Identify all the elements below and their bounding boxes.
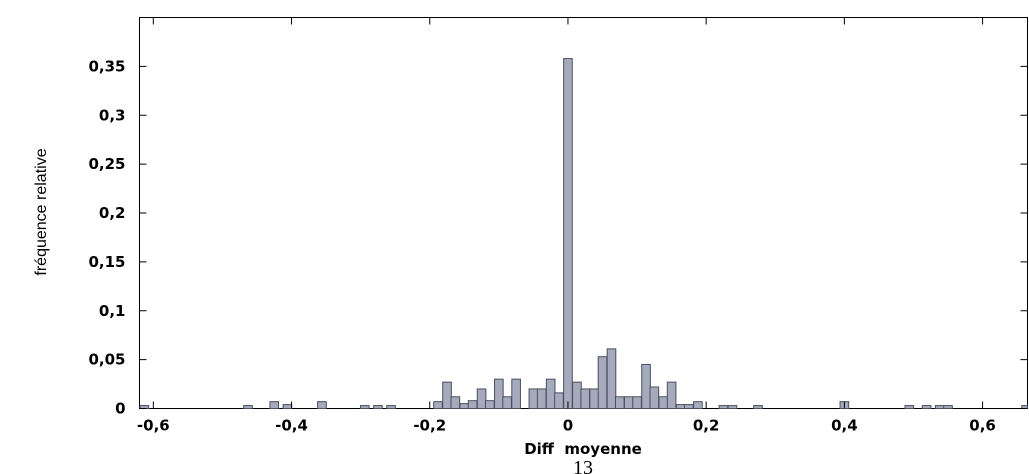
histogram-bar xyxy=(536,388,547,410)
histogram-bar xyxy=(511,378,521,409)
histogram-bar xyxy=(606,348,617,409)
histogram-bar xyxy=(597,356,608,410)
histogram-bar xyxy=(753,405,763,410)
y-tick-label: 0,3 xyxy=(99,106,126,124)
page-number: 13 xyxy=(573,457,593,474)
histogram-bar xyxy=(442,381,452,410)
histogram-bar xyxy=(614,396,625,409)
histogram-bar xyxy=(589,388,600,410)
y-tick-label: 0,25 xyxy=(88,155,125,173)
x-tick-label: -0,6 xyxy=(137,417,170,435)
histogram-bar xyxy=(580,388,591,410)
histogram-bar xyxy=(649,386,660,409)
histogram-bar xyxy=(693,401,703,410)
histogram-bar xyxy=(282,404,293,409)
y-tick-label: 0,05 xyxy=(88,351,125,369)
y-axis-title: fréquence relative xyxy=(33,148,50,275)
histogram-bar xyxy=(675,404,686,409)
histogram-bar xyxy=(433,401,443,410)
histogram-bar xyxy=(485,400,495,409)
y-tick-label: 0,2 xyxy=(99,204,126,222)
histogram-bar xyxy=(243,405,253,410)
x-tick-label: 0 xyxy=(563,417,573,435)
y-axis: 0 0,05 0,1 0,15 0,2 0,25 0,3 0,35 xyxy=(88,57,1028,418)
histogram-bar xyxy=(528,388,539,410)
histogram-bar xyxy=(373,405,383,410)
histogram-bar xyxy=(545,378,556,409)
x-axis: -0,6 -0,4 -0,2 0 0,2 0,4 0,6 xyxy=(137,17,996,435)
histogram-bar xyxy=(641,364,651,410)
x-axis-title: Diff moyenne xyxy=(524,440,642,458)
histogram-bar xyxy=(666,381,677,410)
histogram-bar xyxy=(467,400,478,409)
histogram-bar xyxy=(269,401,280,410)
histogram-bar xyxy=(459,403,470,409)
y-tick-label: 0,1 xyxy=(99,302,126,320)
y-tick-label: 0,15 xyxy=(88,253,125,271)
histogram-bar xyxy=(386,405,396,410)
histogram-bar xyxy=(718,405,729,410)
histogram-bar xyxy=(359,405,370,410)
histogram-bar xyxy=(943,405,953,410)
x-tick-label: 0,4 xyxy=(831,417,858,435)
histogram-bar xyxy=(658,396,669,409)
x-tick-label: -0,4 xyxy=(275,417,308,435)
histogram-bar xyxy=(904,405,915,410)
histogram-bar xyxy=(684,404,694,409)
bars-group xyxy=(139,58,1028,410)
x-tick-label: -0,2 xyxy=(413,417,446,435)
histogram-bar xyxy=(623,396,634,409)
x-tick-label: 0,6 xyxy=(969,417,996,435)
histogram-bar xyxy=(502,396,512,409)
y-tick-label: 0,35 xyxy=(88,57,125,75)
histogram-bar xyxy=(921,405,932,410)
histogram-bar xyxy=(632,396,642,409)
histogram-bar xyxy=(450,396,461,409)
x-tick-label: 0,2 xyxy=(693,417,720,435)
histogram-bar xyxy=(494,378,504,409)
histogram-bar xyxy=(727,405,738,410)
plot-frame xyxy=(139,17,1028,409)
histogram-bar xyxy=(572,381,582,410)
histogram-bar xyxy=(934,405,945,410)
histogram-bar xyxy=(563,58,573,410)
histogram-bar xyxy=(554,392,564,409)
histogram-bar xyxy=(476,388,487,410)
y-tick-label: 0 xyxy=(115,400,125,418)
histogram-bar xyxy=(317,401,327,410)
